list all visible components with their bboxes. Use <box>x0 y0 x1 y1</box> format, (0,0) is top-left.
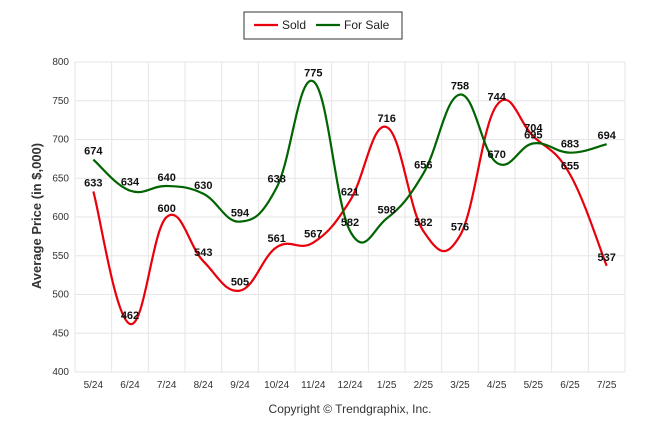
grid <box>74 61 626 373</box>
data-label-for-sale: 674 <box>84 146 103 158</box>
y-axis-ticks: 400 450 500 550 600 650 700 750 800 <box>52 57 69 378</box>
y-tick-label: 600 <box>52 212 69 223</box>
x-tick-label: 6/24 <box>120 380 140 391</box>
y-tick-label: 500 <box>52 290 69 301</box>
y-tick-label: 700 <box>52 135 69 146</box>
data-label-sold: 462 <box>121 310 139 322</box>
y-tick-label: 750 <box>52 96 69 107</box>
x-axis-ticks: 5/24 6/24 7/24 8/24 9/24 10/24 11/24 12/24 1/25 2… <box>84 380 617 391</box>
data-label-sold: 576 <box>451 222 469 234</box>
data-label-sold: 704 <box>524 122 543 134</box>
data-label-for-sale: 775 <box>304 67 322 79</box>
legend-label-sold: Sold <box>282 18 306 32</box>
x-tick-label: 2/25 <box>414 380 434 391</box>
x-tick-label: 10/24 <box>264 380 289 391</box>
legend-label-for-sale: For Sale <box>344 18 390 32</box>
series-line-for-sale <box>92 80 607 244</box>
data-label-for-sale: 656 <box>414 160 432 172</box>
x-tick-label: 9/24 <box>230 380 250 391</box>
data-label-sold: 543 <box>194 247 212 259</box>
data-label-for-sale: 683 <box>561 139 579 151</box>
data-label-for-sale: 630 <box>194 180 212 192</box>
x-tick-label: 4/25 <box>487 380 507 391</box>
data-label-sold: 655 <box>561 160 579 172</box>
data-label-for-sale: 670 <box>487 149 505 161</box>
copyright-footer: Copyright © Trendgraphix, Inc. <box>269 402 432 416</box>
x-tick-label: 5/24 <box>84 380 104 391</box>
data-label-sold: 537 <box>597 252 615 264</box>
data-label-sold: 633 <box>84 177 102 189</box>
data-label-for-sale: 640 <box>157 172 175 184</box>
data-label-for-sale: 594 <box>231 208 250 220</box>
data-label-sold: 716 <box>377 113 395 125</box>
series-line-sold <box>92 98 608 326</box>
data-label-for-sale: 758 <box>451 81 469 93</box>
data-label-sold: 561 <box>267 233 285 245</box>
x-tick-label: 3/25 <box>450 380 470 391</box>
y-tick-label: 400 <box>52 367 69 378</box>
x-tick-label: 11/24 <box>301 380 326 391</box>
y-tick-label: 800 <box>52 57 69 68</box>
data-label-sold: 600 <box>157 203 175 215</box>
x-tick-label: 7/25 <box>597 380 617 391</box>
x-tick-label: 5/25 <box>524 380 544 391</box>
x-tick-label: 7/24 <box>157 380 177 391</box>
x-tick-label: 8/24 <box>194 380 214 391</box>
legend: Sold For Sale <box>243 11 403 40</box>
data-label-sold: 621 <box>341 187 359 199</box>
data-label-sold: 582 <box>414 217 432 229</box>
data-label-for-sale: 634 <box>121 177 140 189</box>
data-label-for-sale: 598 <box>377 205 395 217</box>
data-label-sold: 744 <box>487 91 506 103</box>
data-label-sold: 505 <box>231 277 249 289</box>
data-label-for-sale: 695 <box>524 129 542 141</box>
y-tick-label: 650 <box>52 173 69 184</box>
y-tick-label: 450 <box>52 328 69 339</box>
x-tick-label: 6/25 <box>560 380 580 391</box>
x-tick-label: 1/25 <box>377 380 397 391</box>
y-tick-label: 550 <box>52 251 69 262</box>
series-lines <box>92 80 608 326</box>
data-label-for-sale: 582 <box>341 217 359 229</box>
data-label-for-sale: 694 <box>597 130 616 142</box>
data-label-for-sale: 638 <box>267 174 285 186</box>
x-tick-label: 12/24 <box>337 380 362 391</box>
data-label-sold: 567 <box>304 229 322 241</box>
y-axis-title: Average Price (in $,000) <box>29 143 44 289</box>
